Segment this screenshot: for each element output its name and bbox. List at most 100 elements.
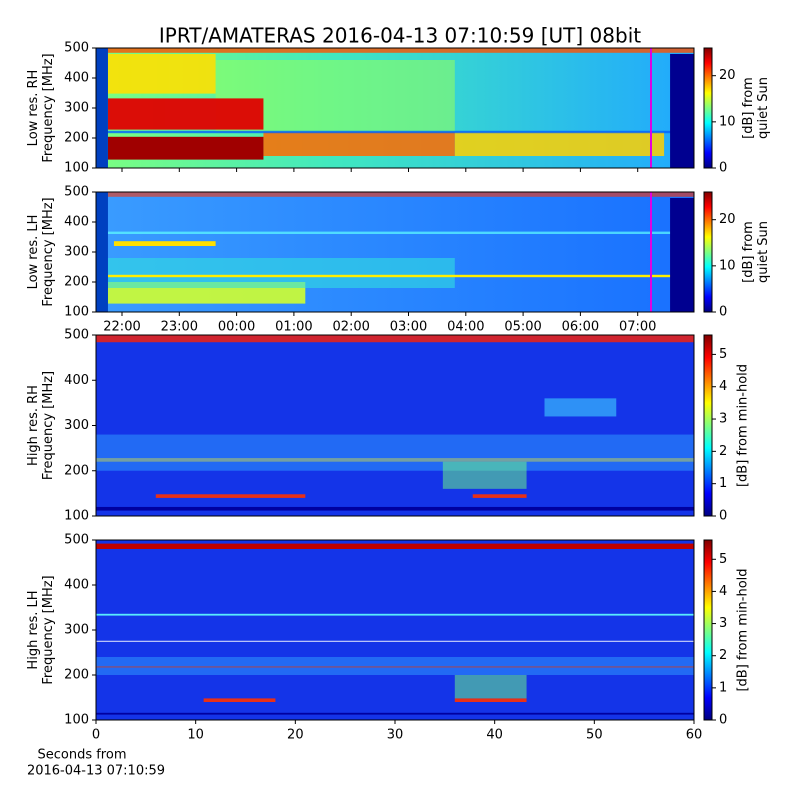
- spectral-feature: [263, 132, 455, 156]
- spectral-feature: [96, 506, 694, 511]
- colorbar: [703, 191, 713, 313]
- y-tick-label: 300: [64, 245, 89, 260]
- spectral-feature: [670, 54, 694, 168]
- x-tick-label: 06:00: [562, 320, 599, 335]
- colorbar-tick-label: 0: [719, 305, 727, 320]
- spectral-feature: [113, 241, 216, 246]
- y-tick-label: 100: [64, 713, 89, 728]
- colorbar-tick-label: 4: [719, 584, 727, 599]
- spectral-feature: [107, 136, 264, 160]
- colorbar: [703, 334, 713, 517]
- spectral-feature: [96, 657, 694, 675]
- colorbar-tick-label: 5: [719, 347, 727, 362]
- colorbar-tick-label: 1: [719, 476, 727, 491]
- y-tick-label: 300: [64, 101, 89, 116]
- spectral-feature: [155, 494, 306, 498]
- y-axis-label: Low res. RH: [26, 70, 41, 147]
- spectral-feature: [544, 398, 617, 417]
- spectral-feature: [454, 698, 527, 702]
- x-tick-label: 00:00: [218, 320, 255, 335]
- x-axis-label: 2016-04-13 07:10:59: [27, 764, 165, 779]
- spectral-feature: [96, 48, 694, 53]
- y-tick-label: 300: [64, 623, 89, 638]
- colorbar-tick-label: 2: [719, 444, 727, 459]
- colorbar: [703, 47, 713, 169]
- colorbar-tick-label: 0: [719, 509, 727, 524]
- colorbar-tick-label: 0: [719, 161, 727, 176]
- y-tick-label: 400: [64, 215, 89, 230]
- colorbar-label: quiet Sun: [756, 77, 771, 139]
- spectral-feature: [454, 675, 527, 699]
- y-tick-label: 500: [64, 185, 89, 200]
- spectral-feature: [454, 132, 665, 156]
- spectral-feature: [96, 434, 694, 471]
- spectral-feature: [96, 543, 694, 549]
- y-tick-label: 100: [64, 161, 89, 176]
- colorbar-label: [dB] from min-hold: [736, 364, 751, 487]
- y-tick-label: 400: [64, 578, 89, 593]
- spectral-feature: [96, 192, 108, 312]
- spectral-feature: [107, 54, 216, 94]
- y-tick-label: 500: [64, 533, 89, 548]
- colorbar-tick-label: 1: [719, 680, 727, 695]
- x-tick-label: 50: [586, 728, 603, 743]
- colorbar-label: [dB] from: [741, 77, 756, 139]
- spectral-feature: [107, 98, 264, 130]
- colorbar-tick-label: 2: [719, 648, 727, 663]
- spectral-feature: [203, 698, 276, 702]
- spectral-feature: [96, 130, 694, 134]
- y-axis-label: High res. LH: [26, 590, 41, 669]
- x-tick-label: 22:00: [103, 320, 140, 335]
- y-tick-label: 100: [64, 305, 89, 320]
- colorbar-tick-label: 5: [719, 552, 727, 567]
- y-tick-label: 400: [64, 71, 89, 86]
- x-tick-label: 07:00: [619, 320, 656, 335]
- colorbar-tick-label: 0: [719, 713, 727, 728]
- spectral-feature: [96, 231, 694, 234]
- x-tick-label: 20: [287, 728, 304, 743]
- spectrogram-image: [96, 540, 694, 720]
- x-tick-label: 0: [92, 728, 100, 743]
- colorbar-tick-label: 20: [719, 68, 736, 83]
- spectral-feature: [670, 198, 694, 312]
- spectrogram-image: [96, 335, 694, 516]
- x-tick-label: 02:00: [332, 320, 369, 335]
- colorbar-tick-label: 10: [719, 114, 736, 129]
- colorbar-tick-label: 3: [719, 616, 727, 631]
- x-tick-label: 23:00: [161, 320, 198, 335]
- y-axis-label: High res. RH: [26, 385, 41, 466]
- x-tick-label: 05:00: [504, 320, 541, 335]
- x-tick-label: 60: [686, 728, 703, 743]
- y-axis-label: Frequency [MHz]: [41, 53, 56, 162]
- y-tick-label: 400: [64, 373, 89, 388]
- colorbar-label: [dB] from: [741, 221, 756, 283]
- spectral-feature: [96, 48, 108, 168]
- chart-title: IPRT/AMATERAS 2016-04-13 07:10:59 [UT] 0…: [159, 24, 641, 48]
- x-tick-label: 30: [387, 728, 404, 743]
- y-axis-label: Frequency [MHz]: [41, 197, 56, 306]
- y-tick-label: 500: [64, 328, 89, 343]
- x-tick-label: 10: [187, 728, 204, 743]
- spectral-feature: [96, 640, 694, 642]
- y-tick-label: 100: [64, 509, 89, 524]
- x-tick-label: 01:00: [275, 320, 312, 335]
- spectral-feature: [442, 461, 527, 489]
- colorbar-tick-label: 4: [719, 379, 727, 394]
- spectral-feature: [96, 712, 694, 715]
- x-tick-label: 40: [486, 728, 503, 743]
- spectral-feature: [107, 258, 455, 288]
- spectral-feature: [472, 494, 527, 498]
- y-tick-label: 200: [64, 131, 89, 146]
- colorbar: [703, 539, 713, 721]
- y-tick-label: 200: [64, 463, 89, 478]
- y-axis-label: Frequency [MHz]: [41, 575, 56, 684]
- colorbar-tick-label: 10: [719, 258, 736, 273]
- x-tick-label: 03:00: [390, 320, 427, 335]
- y-axis-label: Frequency [MHz]: [41, 371, 56, 480]
- y-tick-label: 300: [64, 418, 89, 433]
- spectral-feature: [96, 192, 694, 197]
- colorbar-tick-label: 20: [719, 212, 736, 227]
- colorbar-label: [dB] from min-hold: [736, 568, 751, 691]
- x-tick-label: 04:00: [447, 320, 484, 335]
